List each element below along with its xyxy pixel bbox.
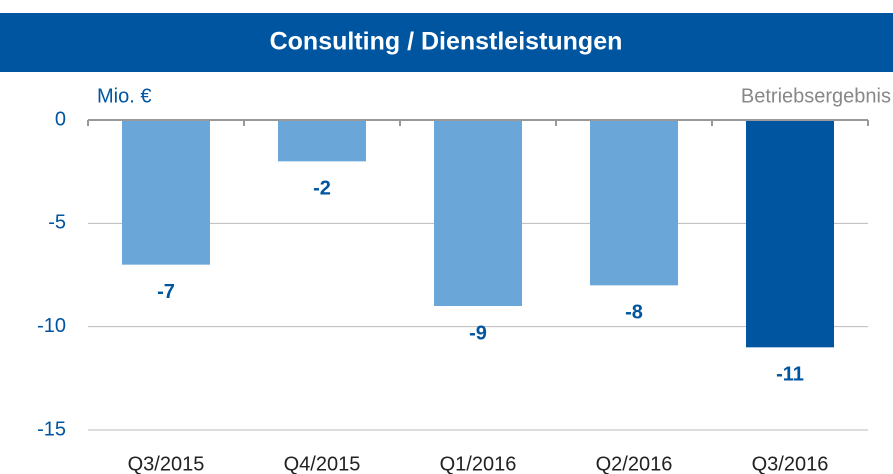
bar: [746, 120, 834, 348]
x-tick-label: Q3/2016: [752, 453, 829, 474]
series-label: Betriebsergebnis: [741, 85, 891, 107]
y-axis-label: Mio. €: [97, 85, 151, 107]
y-tick-label: -5: [48, 212, 66, 234]
y-tick-label: 0: [55, 108, 66, 130]
x-tick-label: Q3/2015: [128, 453, 205, 474]
bar: [278, 120, 366, 162]
title-banner: [0, 13, 893, 72]
bar: [590, 120, 678, 286]
value-label: -11: [776, 364, 804, 386]
y-tick-label: -10: [37, 315, 66, 337]
value-label: -7: [157, 281, 175, 303]
value-label: -9: [469, 322, 487, 344]
chart-title: Consulting / Dienstleistungen: [270, 28, 623, 56]
x-tick-label: Q4/2015: [284, 453, 361, 474]
y-tick-label: -15: [37, 418, 66, 440]
value-label: -2: [313, 178, 331, 200]
bar: [122, 120, 210, 265]
value-label: -8: [625, 302, 643, 324]
x-tick-label: Q2/2016: [596, 453, 673, 474]
x-tick-label: Q1/2016: [440, 453, 517, 474]
bar: [434, 120, 522, 306]
